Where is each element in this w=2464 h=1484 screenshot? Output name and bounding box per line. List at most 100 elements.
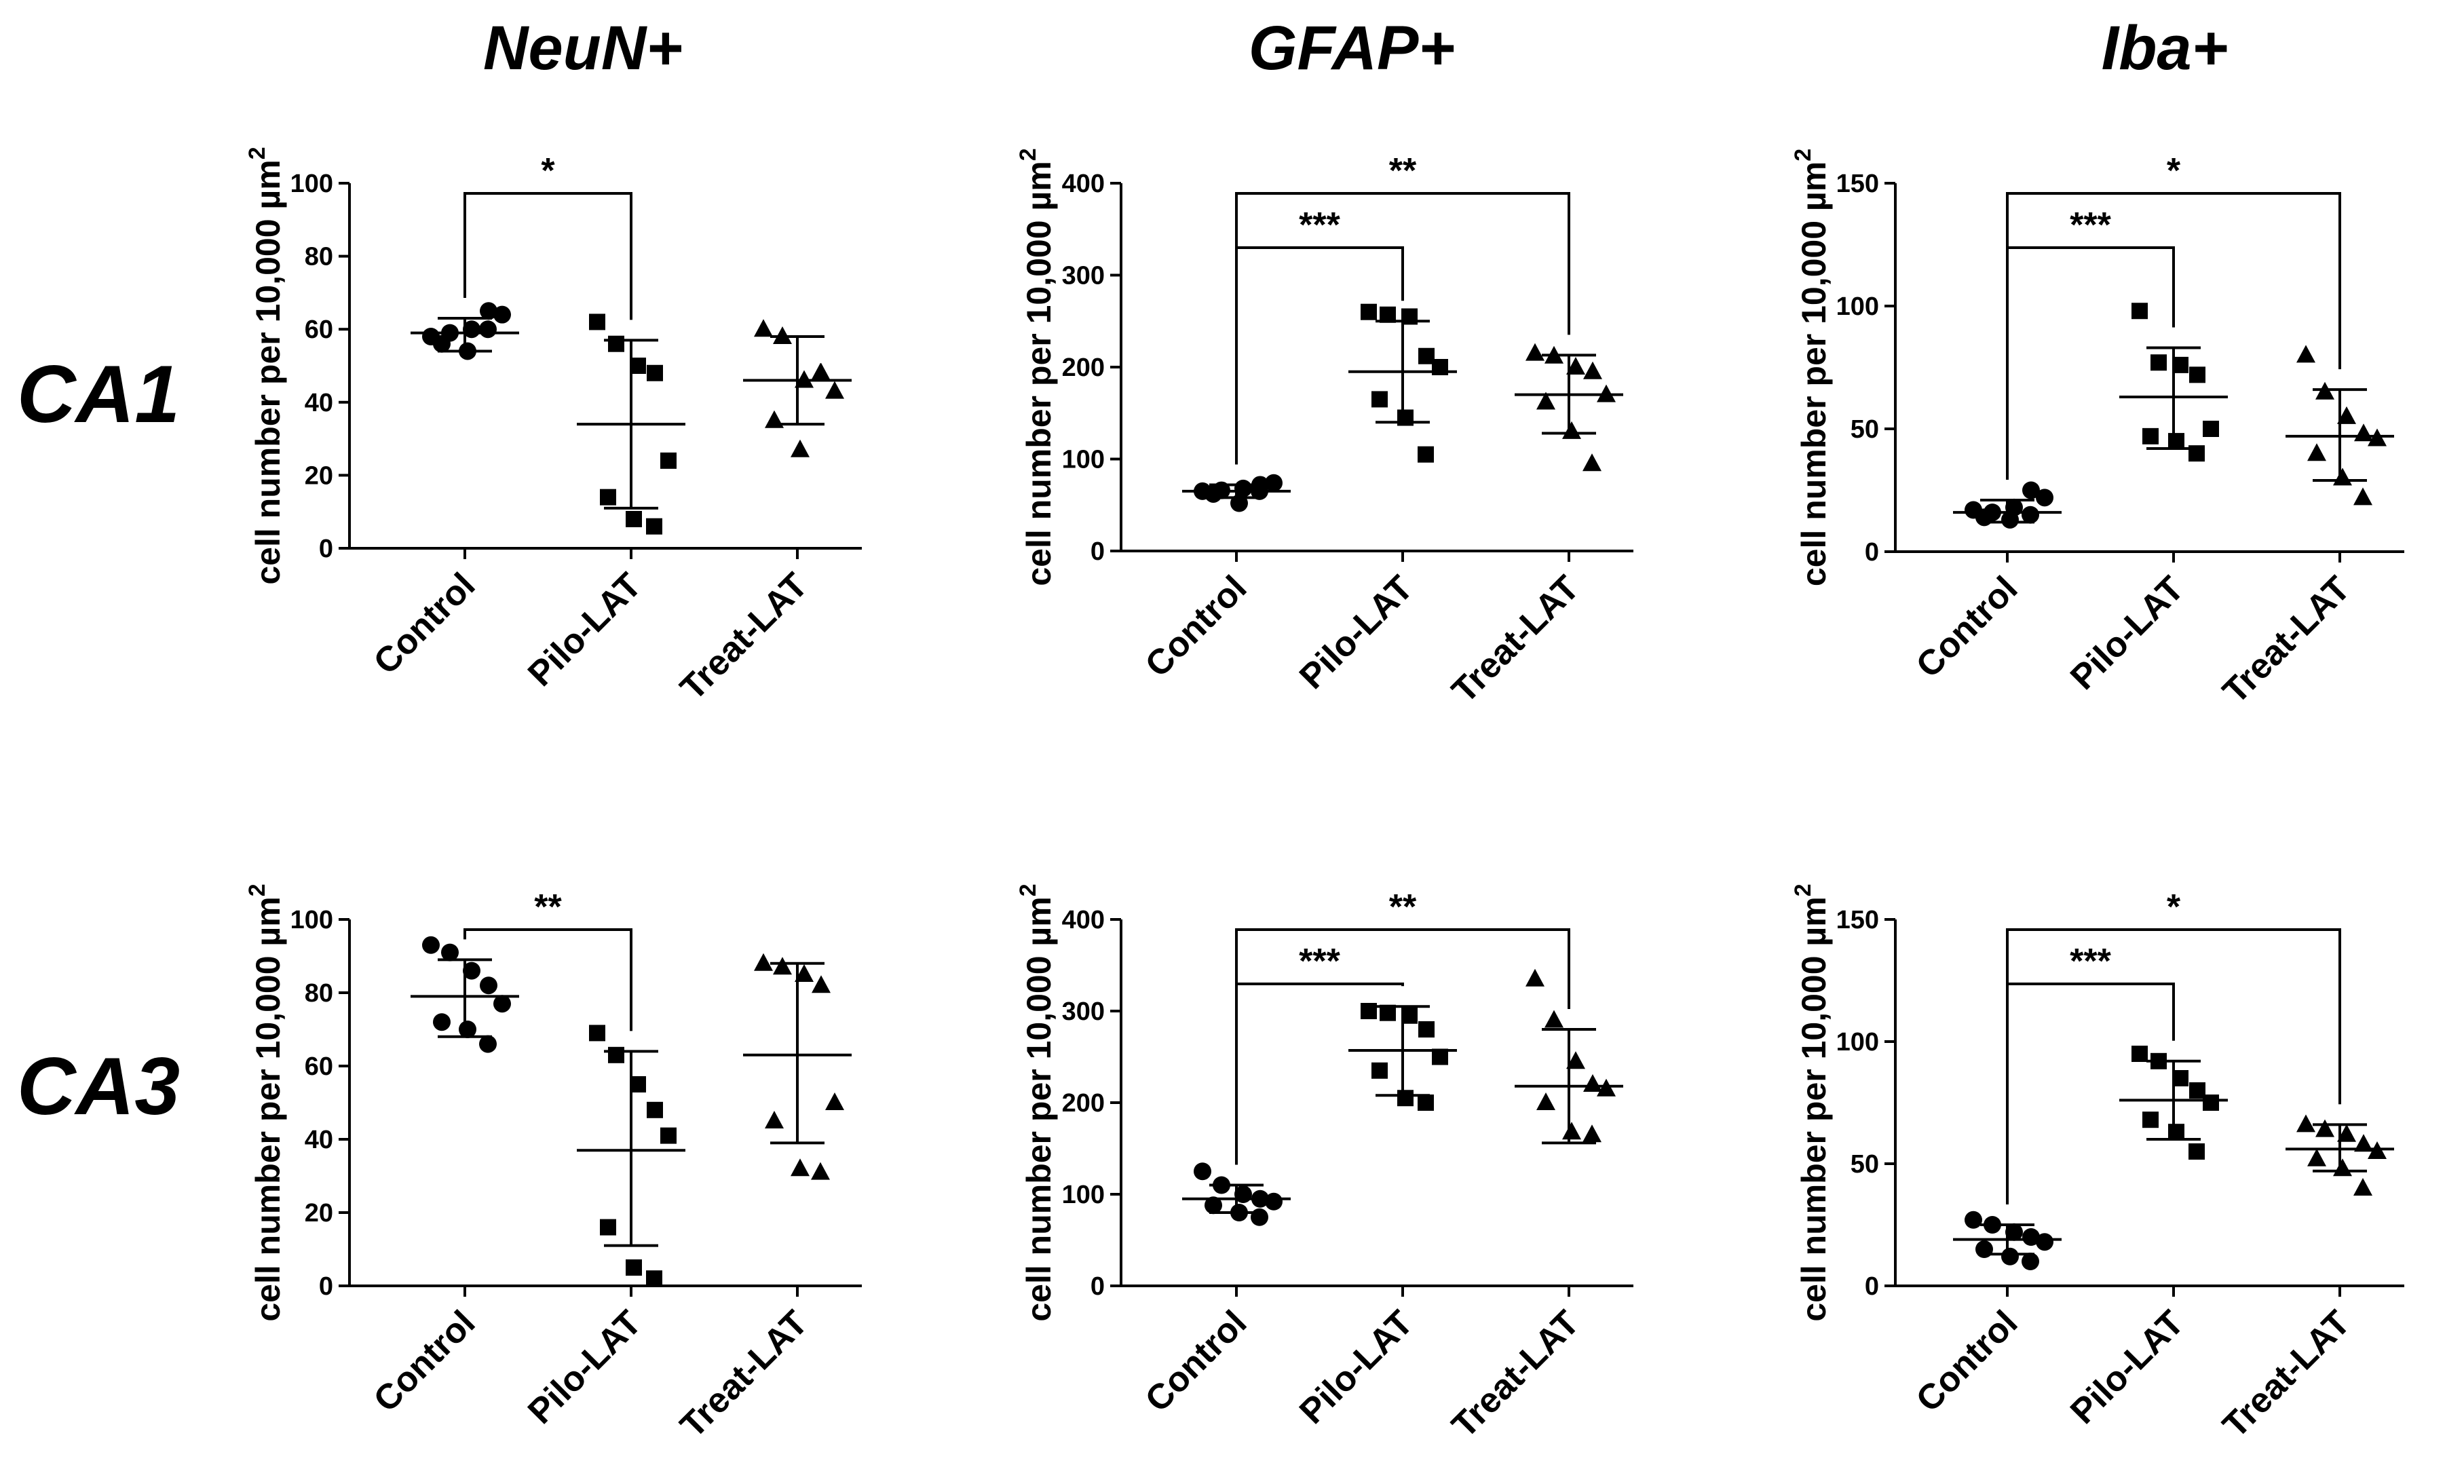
x-tick-label-pilo-lat: Pilo-LAT	[1292, 1303, 1421, 1432]
y-tick-label: 100	[1836, 292, 1879, 321]
y-tick-label: 20	[305, 461, 333, 490]
circle-marker	[2036, 489, 2053, 507]
triangle-marker	[1597, 1078, 1616, 1097]
significance-bracket	[1235, 246, 1404, 465]
significance-label: *	[541, 151, 555, 191]
triangle-marker	[795, 964, 814, 982]
x-tick-label-pilo-lat: Pilo-LAT	[2063, 1303, 2192, 1432]
triangle-marker	[791, 1158, 810, 1177]
triangle-marker	[791, 439, 810, 457]
circle-marker	[1265, 474, 1283, 492]
significance-label: *	[2167, 151, 2181, 191]
circle-marker	[433, 335, 451, 353]
x-tick-label-pilo-lat: Pilo-LAT	[520, 565, 649, 694]
y-tick-label: 400	[1062, 170, 1105, 198]
triangle-marker	[812, 975, 831, 993]
circle-marker	[2036, 1233, 2053, 1251]
significance-label: ***	[1299, 942, 1340, 981]
y-axis-label-superscript: 2	[244, 147, 270, 159]
circle-marker	[2022, 481, 2040, 499]
panel-ca1-iba: cell number per 10,000 µm2 0 50 100 150 Contr…	[1790, 149, 2404, 711]
y-tick-label: 100	[290, 170, 333, 198]
significance-bracket	[463, 192, 632, 320]
square-marker	[2131, 303, 2148, 320]
y-tick-label: 300	[1062, 262, 1105, 290]
circle-marker	[463, 962, 480, 980]
y-tick-label: 20	[305, 1199, 333, 1228]
square-marker	[2131, 1046, 2148, 1062]
series-control	[1182, 1162, 1291, 1226]
x-tick-label-control: Control	[1138, 1303, 1255, 1420]
panel-ca3-gfap: cell number per 10,000 µm2 0 100 200 300 400 C…	[1015, 883, 1633, 1445]
triangle-marker	[773, 957, 792, 975]
square-marker	[600, 1219, 616, 1236]
series-treat-lat	[1515, 968, 1623, 1145]
y-tick-label: 50	[1851, 1150, 1879, 1179]
triangle-marker	[1562, 1122, 1581, 1140]
x-tick-label-treat-lat: Treat-LAT	[673, 1303, 816, 1445]
triangle-marker	[765, 1111, 784, 1128]
column-title-neun: NeuN+	[483, 14, 683, 83]
square-marker	[2188, 1143, 2205, 1160]
y-axis-label: cell number per 10,000 µm2	[1015, 148, 1058, 586]
circle-marker	[1965, 1211, 1982, 1229]
y-axis-label-superscript: 2	[1790, 883, 1816, 896]
circle-marker	[2022, 1253, 2039, 1270]
square-marker	[589, 1025, 605, 1042]
circle-marker	[2022, 506, 2039, 524]
triangle-marker	[811, 362, 830, 381]
circle-marker	[2001, 1247, 2019, 1266]
circle-marker	[441, 943, 459, 962]
square-marker	[2168, 1124, 2184, 1141]
y-tick-label: 200	[1062, 354, 1105, 382]
row-title-ca1: CA1	[17, 349, 180, 440]
x-tick-label-treat-lat: Treat-LAT	[2216, 569, 2358, 711]
triangle-marker	[1536, 1092, 1555, 1110]
series-treat-lat	[743, 319, 852, 457]
series-pilo-lat	[577, 1025, 685, 1287]
panel-ca3-iba: cell number per 10,000 µm2 0 50 100 150 Contr…	[1790, 883, 2404, 1445]
y-tick-label: 150	[1836, 170, 1879, 198]
y-axis-label-superscript: 2	[1790, 149, 1816, 161]
y-tick-label: 100	[1836, 1028, 1879, 1057]
triangle-marker	[1583, 361, 1602, 379]
y-axis-label-superscript: 2	[1015, 883, 1041, 896]
triangle-marker	[2307, 443, 2326, 461]
circle-marker	[479, 1035, 497, 1053]
square-marker	[647, 1101, 663, 1118]
square-marker	[2189, 366, 2205, 383]
panel-ca3-neun: cell number per 10,000 µm2 0 20 40 60 80 100 Co…	[244, 883, 862, 1445]
square-marker	[2203, 1095, 2219, 1111]
square-marker	[1371, 1062, 1388, 1079]
series-pilo-lat	[577, 313, 685, 535]
triangle-marker	[1583, 1074, 1602, 1092]
square-marker	[1418, 1095, 1434, 1111]
square-marker	[1371, 391, 1388, 408]
x-tick-label-treat-lat: Treat-LAT	[673, 565, 816, 708]
row-title-ca3: CA3	[17, 1041, 180, 1132]
x-tick-label-control: Control	[366, 1303, 483, 1420]
circle-marker	[1194, 1162, 1211, 1181]
triangle-marker	[1582, 453, 1601, 472]
y-tick-label: 100	[1062, 1181, 1105, 1209]
column-title-gfap: GFAP+	[1249, 14, 1455, 83]
triangle-marker	[2333, 468, 2352, 486]
triangle-marker	[825, 381, 844, 399]
significance-label: ***	[1299, 206, 1340, 245]
x-tick-label-control: Control	[366, 565, 483, 682]
significance-label: ***	[2070, 942, 2111, 981]
y-axis-label-superscript: 2	[244, 883, 270, 896]
square-marker	[2142, 427, 2159, 444]
significance-label: *	[2167, 888, 2181, 927]
y-tick-label: 80	[305, 243, 333, 271]
circle-marker	[1205, 1196, 1222, 1215]
square-marker	[1418, 1021, 1435, 1038]
y-tick-label: 40	[305, 1126, 333, 1154]
circle-marker	[479, 320, 497, 339]
significance-bracket	[1235, 928, 1570, 1165]
y-axis-label: cell number per 10,000 µm2	[1790, 149, 1833, 586]
significance-label: ***	[2070, 206, 2111, 245]
square-marker	[646, 518, 662, 535]
series-treat-lat	[1515, 343, 1623, 472]
